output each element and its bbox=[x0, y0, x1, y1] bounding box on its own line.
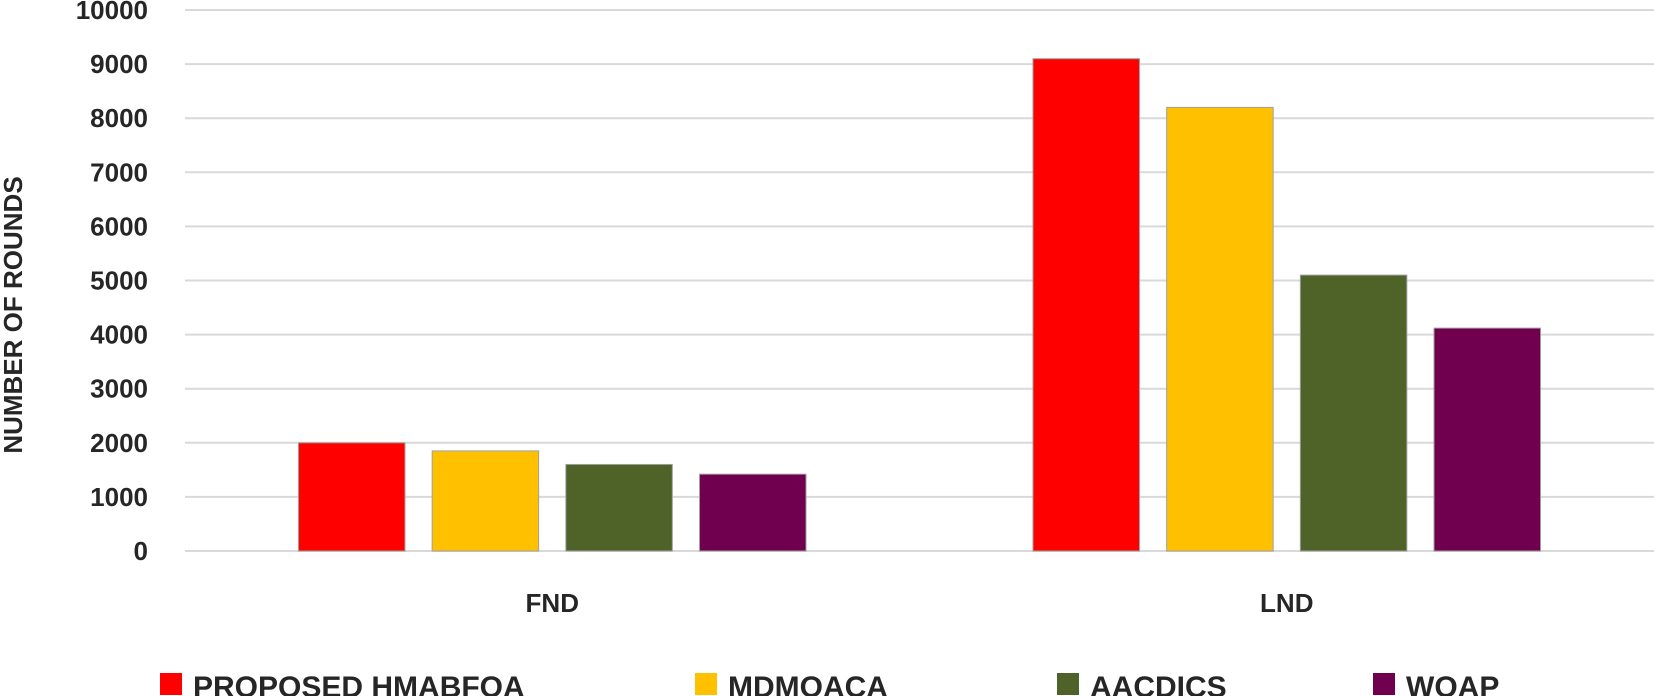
bar-lnd-3 bbox=[1433, 327, 1542, 552]
bar-fnd-1 bbox=[431, 450, 540, 552]
y-tick-label: 6000 bbox=[90, 211, 148, 241]
y-axis-title: NUMBER OF ROUNDS bbox=[0, 176, 28, 453]
bar-fnd-0 bbox=[297, 442, 406, 552]
legend-swatch bbox=[1057, 673, 1079, 695]
bar-fnd-3 bbox=[699, 473, 807, 552]
legend-label: PROPOSED HMABFOA bbox=[193, 671, 525, 696]
legend-swatch bbox=[695, 673, 717, 695]
x-category-label: FND bbox=[526, 588, 579, 618]
bar-fnd-2 bbox=[565, 463, 673, 552]
bar-lnd-2 bbox=[1299, 274, 1408, 552]
bar-lnd-1 bbox=[1166, 106, 1274, 552]
y-tick-label: 9000 bbox=[90, 49, 148, 79]
legend-swatch bbox=[1373, 673, 1395, 695]
legend-label: WOAP bbox=[1406, 671, 1499, 696]
y-tick-label: 3000 bbox=[90, 374, 148, 404]
y-tick-label: 7000 bbox=[90, 157, 148, 187]
y-tick-label: 5000 bbox=[90, 266, 148, 296]
y-tick-label: 1000 bbox=[90, 482, 148, 512]
y-tick-labels: 0 1000 2000 3000 4000 5000 6000 7000 8000 9000 100… bbox=[76, 0, 148, 566]
category-labels: FND LND bbox=[526, 588, 1314, 618]
legend: PROPOSED HMABFOA MDMOACA AACDICS WOAP bbox=[160, 671, 1499, 696]
y-tick-label: 0 bbox=[134, 536, 148, 566]
y-tick-label: 10000 bbox=[76, 0, 148, 25]
y-tick-label: 2000 bbox=[90, 428, 148, 458]
gridlines bbox=[185, 9, 1654, 552]
bar-lnd-0 bbox=[1032, 58, 1140, 552]
legend-label: AACDICS bbox=[1090, 671, 1227, 696]
y-tick-label: 8000 bbox=[90, 103, 148, 133]
x-category-label: LND bbox=[1260, 588, 1313, 618]
legend-swatch bbox=[160, 673, 182, 695]
y-tick-label: 4000 bbox=[90, 320, 148, 350]
legend-label: MDMOACA bbox=[728, 671, 888, 696]
bars bbox=[297, 58, 1542, 552]
